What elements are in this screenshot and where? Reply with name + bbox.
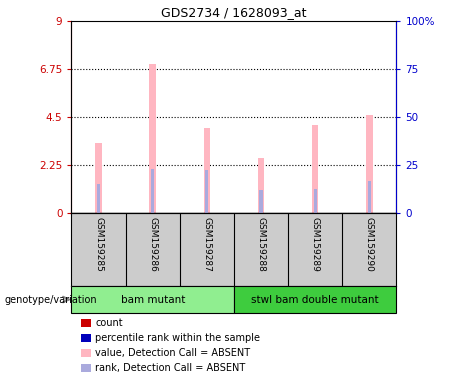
Bar [151,169,154,213]
Bar [95,143,102,213]
Bar [258,158,264,213]
Text: count: count [95,318,123,328]
Text: GSM159285: GSM159285 [94,217,103,271]
Bar [260,190,263,213]
Text: value, Detection Call = ABSENT: value, Detection Call = ABSENT [95,348,250,358]
Bar [149,64,156,213]
Text: GSM159288: GSM159288 [256,217,266,271]
Text: GSM159286: GSM159286 [148,217,157,271]
Text: GSM159290: GSM159290 [365,217,374,271]
Title: GDS2734 / 1628093_at: GDS2734 / 1628093_at [161,5,307,18]
Text: bam mutant: bam mutant [120,295,185,305]
Bar [204,128,210,213]
Text: rank, Detection Call = ABSENT: rank, Detection Call = ABSENT [95,363,246,373]
Text: stwl bam double mutant: stwl bam double mutant [251,295,379,305]
Text: genotype/variation: genotype/variation [5,295,97,305]
Bar [234,286,396,313]
Text: GSM159287: GSM159287 [202,217,212,271]
Bar [366,115,372,213]
Text: GSM159289: GSM159289 [311,217,320,271]
Bar [97,184,100,213]
Bar [312,124,319,213]
Bar [313,189,317,213]
Bar [205,170,208,213]
Bar [71,286,234,313]
Bar [368,181,371,213]
Text: percentile rank within the sample: percentile rank within the sample [95,333,260,343]
